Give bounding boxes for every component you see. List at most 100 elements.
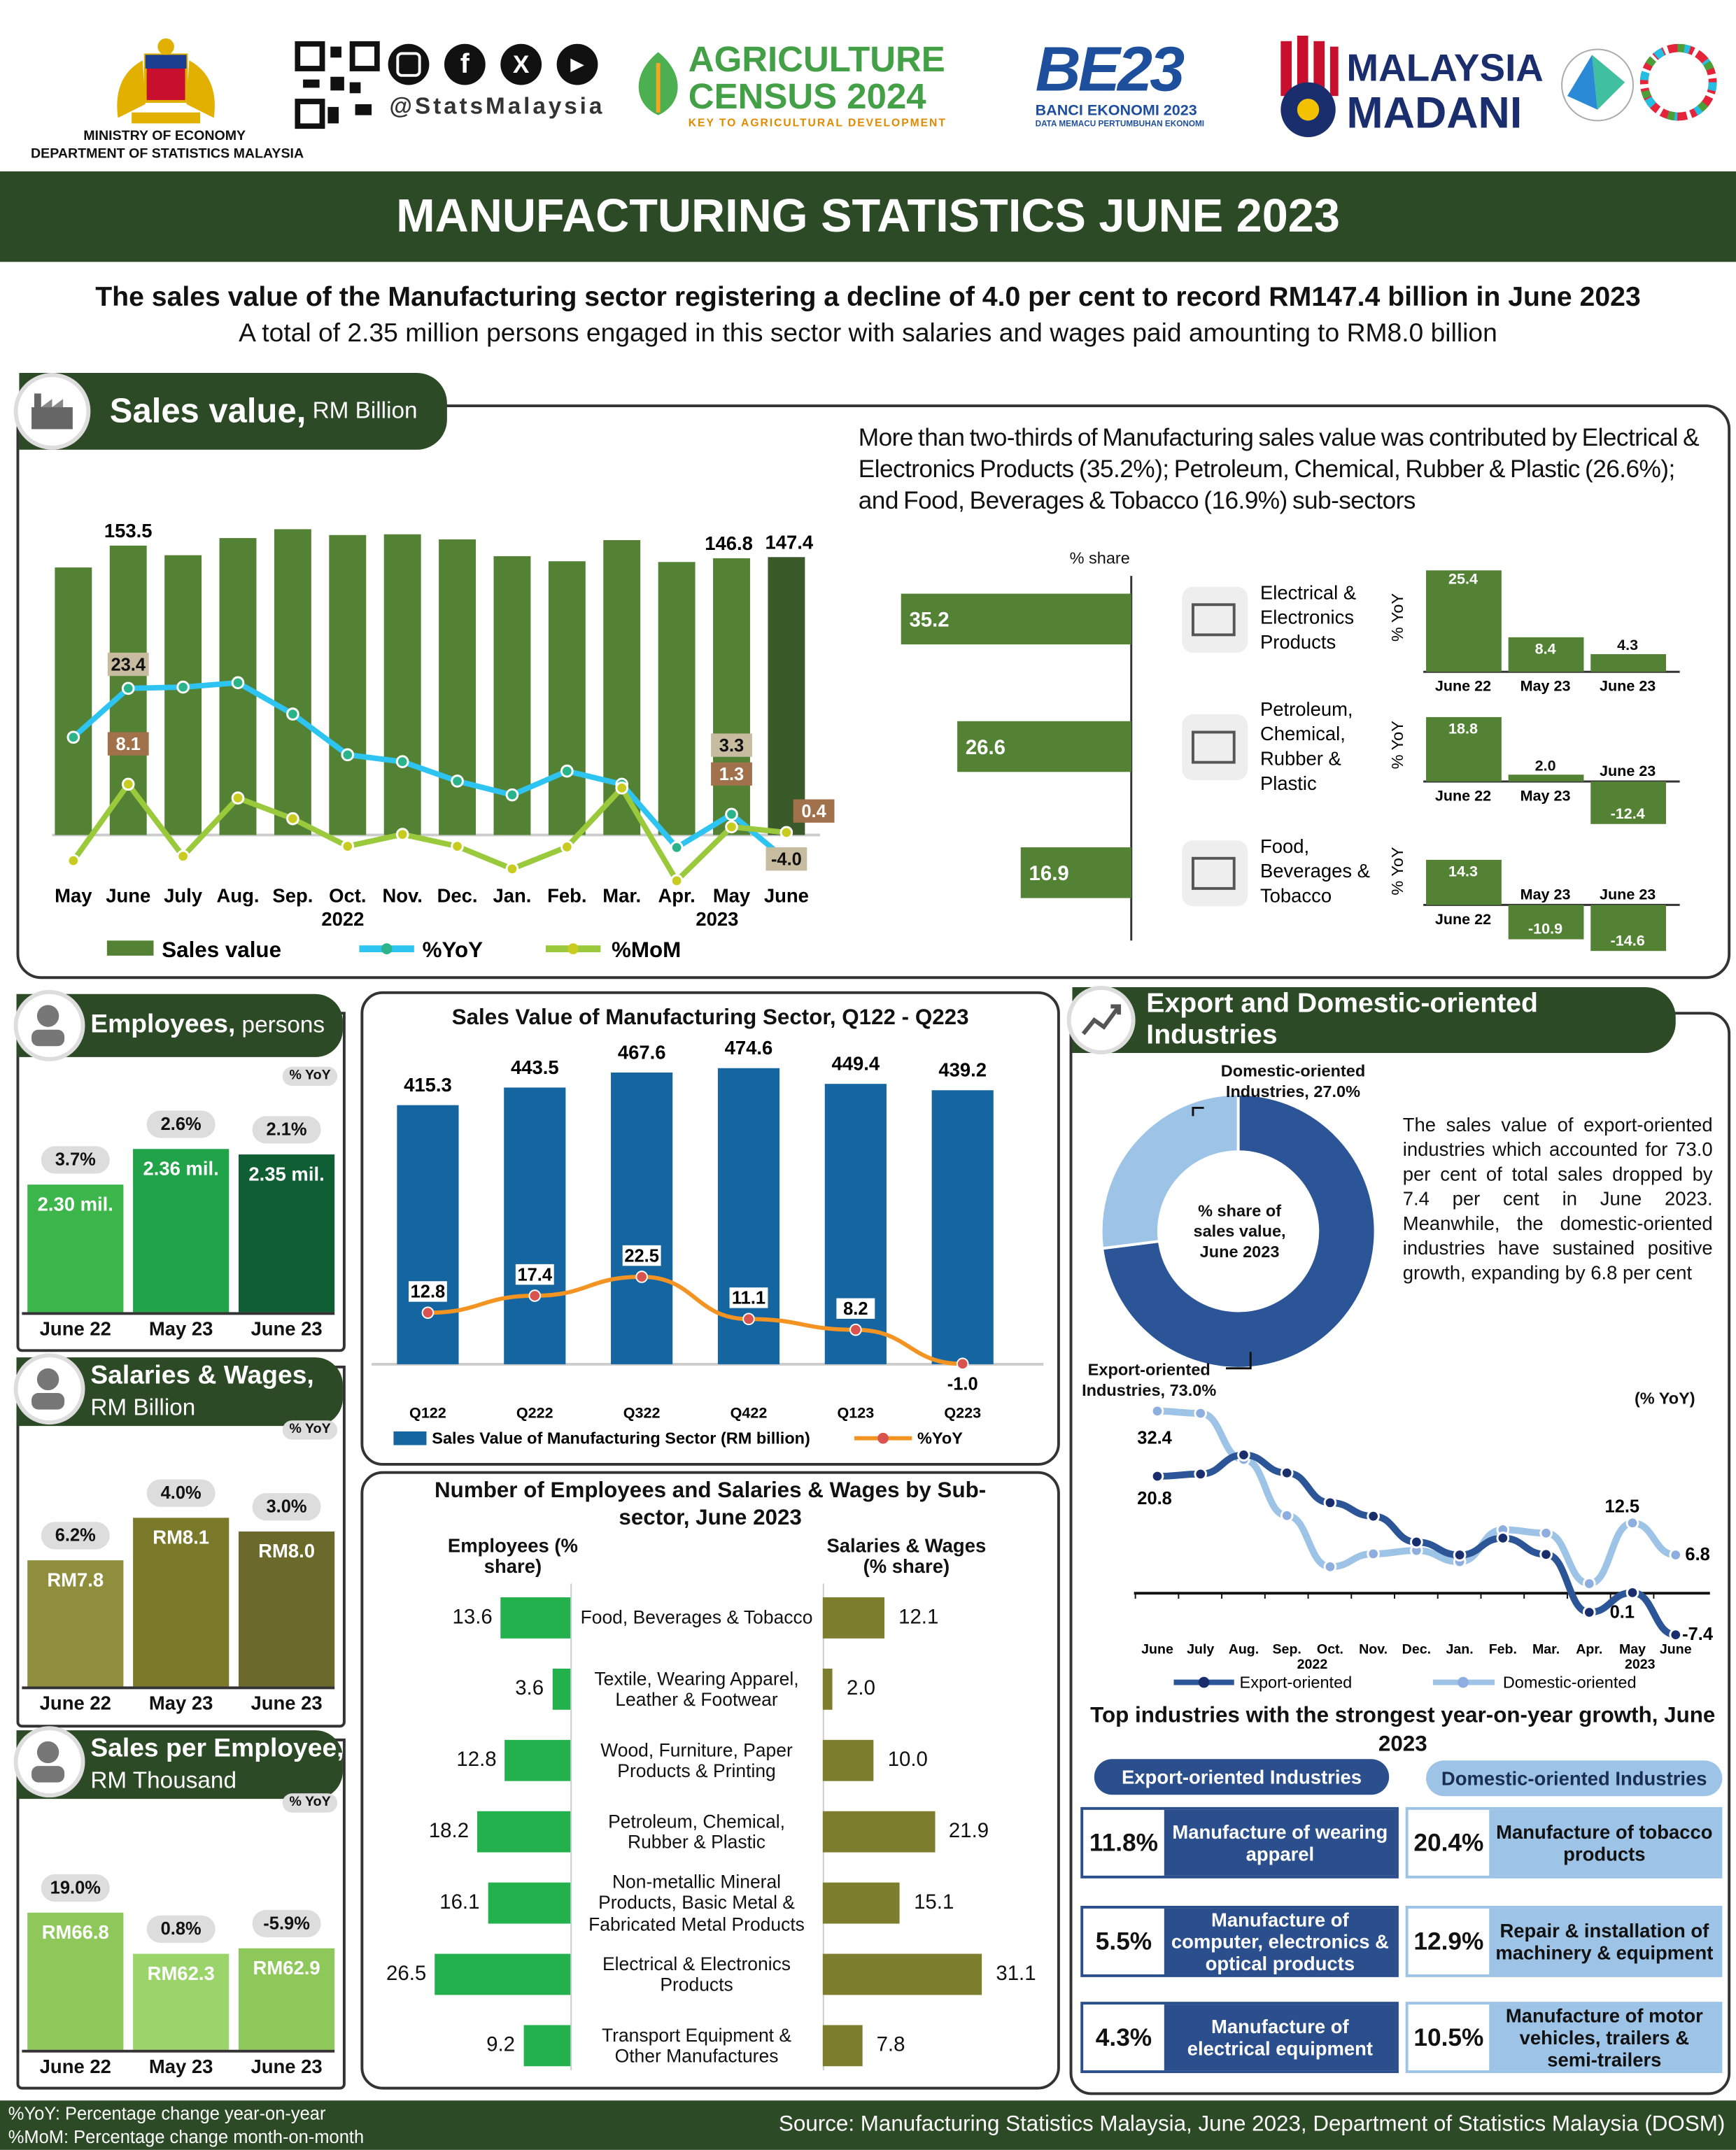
yoy-badge: 3.7% [41, 1146, 110, 1174]
subsector-icon [1182, 586, 1248, 653]
factory-icon [13, 373, 91, 450]
yoy-badge: 4.0% [146, 1479, 216, 1507]
agri-logo-tagline: KEY TO AGRICULTURAL DEVELOPMENT [688, 116, 947, 129]
quarterly-panel [360, 991, 1060, 1466]
subsector-name: Electrical & [1260, 581, 1356, 603]
subsector-name: Food, [1260, 835, 1309, 857]
subsector-name: Petroleum, Chemical, Rubber & Plastic [608, 1810, 785, 1853]
industry-name: Repair & installation of machinery & equ… [1489, 1908, 1720, 1974]
x-tick-label: July [164, 884, 203, 906]
mini-yoy-bar [1590, 905, 1667, 952]
data-label: -7.4 [1682, 1625, 1714, 1644]
mini-yoy-bar [1426, 716, 1502, 782]
employees-header: Employees, persons [13, 989, 343, 1061]
export-point [1194, 1467, 1208, 1481]
domestic-industry-card: 10.5% Manufacture of motor vehicles, trai… [1405, 2002, 1723, 2074]
export-pill: Export-oriented Industries [1094, 1759, 1390, 1795]
youtube-icon[interactable]: ▶ [556, 43, 598, 85]
yoy-value-label: 8.2 [843, 1299, 868, 1319]
yoy-label-bg [836, 1298, 875, 1319]
year-label: 2022 [1297, 1657, 1328, 1672]
data-label: 32.4 [1137, 1429, 1172, 1448]
qr-code-icon[interactable] [295, 41, 380, 129]
yoy-axis-label: % YoY [1388, 593, 1406, 642]
bar-value: RM66.8 [41, 1921, 109, 1943]
mini-yoy-label: June 23 [1600, 762, 1656, 779]
domestic-point [1669, 1548, 1683, 1562]
salaries-bar [822, 1597, 885, 1639]
donut-hole [1159, 1153, 1317, 1310]
x-label: May 23 [148, 2055, 213, 2077]
mini-yoy-bar [1508, 775, 1584, 782]
x-tick-label: Sep. [1272, 1641, 1301, 1657]
legend-export: Export-oriented [1240, 1673, 1353, 1691]
sales-bar [548, 561, 586, 835]
mini-yoy-value: 14.3 [1448, 862, 1478, 879]
employees-value: 3.6 [515, 1676, 544, 1701]
x-tick-label: June [764, 884, 809, 906]
x-label: June 22 [39, 1317, 111, 1340]
x-tick-label: Oct. [329, 884, 366, 906]
yoy-point [742, 1313, 755, 1326]
x-tick-label: Feb. [1489, 1641, 1517, 1657]
share-donut-chart [1099, 1092, 1377, 1370]
yoy-label: -4.0 [771, 850, 802, 870]
bar-value: RM8.0 [258, 1540, 315, 1562]
yoy-point [121, 681, 135, 695]
x-twitter-icon[interactable]: X [500, 43, 542, 85]
employees-bar [488, 1882, 571, 1924]
subsector-name: Products [1260, 631, 1336, 653]
export-point [1625, 1586, 1639, 1599]
yoy-point [670, 841, 684, 854]
facebook-icon[interactable]: f [444, 43, 486, 85]
mini-yoy-label: May 23 [1520, 786, 1571, 804]
subsector-name: Plastic [1260, 772, 1317, 794]
export-industry-card: 5.5% Manufacture of computer, electronics… [1080, 1905, 1399, 1977]
legend-swatch-bars [393, 1431, 427, 1445]
employees-bar [523, 2025, 571, 2067]
bar-value: 2.35 mil. [248, 1163, 325, 1185]
bar-value: RM7.8 [47, 1568, 104, 1590]
mom-point [505, 862, 519, 876]
mini-yoy-bar [1508, 637, 1584, 672]
instagram-icon[interactable] [388, 43, 430, 85]
export-point [1453, 1548, 1467, 1562]
top-industries-title: Top industries with the strongest year-o… [1090, 1704, 1716, 1757]
employees-value: 9.2 [486, 2033, 516, 2057]
data-label: 6.8 [1685, 1545, 1709, 1564]
subsector-name: Electronics [1260, 607, 1354, 628]
x-tick-label: Q422 [731, 1403, 768, 1421]
mom-label-bg [107, 732, 149, 756]
domestic-point [1582, 1577, 1596, 1590]
domestic-share-label: Domestic-oriented Industries, 27.0% [1220, 1061, 1366, 1101]
export-point [1669, 1628, 1683, 1641]
yoy-badge: 6.2% [41, 1521, 110, 1549]
mom-point [66, 854, 80, 868]
salaries-bar [822, 1739, 875, 1781]
growth-pct: 4.3% [1095, 2023, 1152, 2051]
mom-label: 8.1 [116, 735, 141, 754]
mini-yoy-value: 25.4 [1448, 570, 1478, 587]
panel-unit: persons [235, 1012, 325, 1038]
share-description: More than two-thirds of Manufacturing sa… [858, 423, 1700, 514]
x-tick-label: Q223 [944, 1403, 981, 1421]
share-bar [957, 721, 1131, 772]
employees-column-header: Employees (% share) [447, 1534, 578, 1577]
panel-title: Employees, [90, 1010, 236, 1040]
export-industry-card: 4.3% Manufacture of electrical equipment [1080, 2002, 1399, 2074]
export-description: The sales value of export-oriented indus… [1402, 1113, 1713, 1284]
yoy-point [849, 1323, 862, 1336]
social-icons: f X ▶ [388, 43, 598, 85]
export-chart-icon [1066, 986, 1136, 1055]
panel-axis [22, 1312, 335, 1315]
x-label: May 23 [148, 1317, 213, 1340]
yoy-badge: 3.0% [252, 1493, 321, 1521]
legend-yoy: %YoY [917, 1429, 963, 1448]
yoy-value-label: 12.8 [411, 1282, 446, 1302]
legend-swatch-sales [106, 940, 154, 956]
export-domestic-yoy-chart: June July Aug. Sep. Oct. Nov. Dec. Jan. Feb. Mar.… [1134, 1404, 1714, 1691]
bar-value: RM8.1 [153, 1526, 210, 1548]
yoy-point [956, 1357, 969, 1371]
footer-note-yoy: %YoY: Percentage change year-on-year [8, 2103, 326, 2124]
section-title: Sales value, [109, 391, 306, 430]
